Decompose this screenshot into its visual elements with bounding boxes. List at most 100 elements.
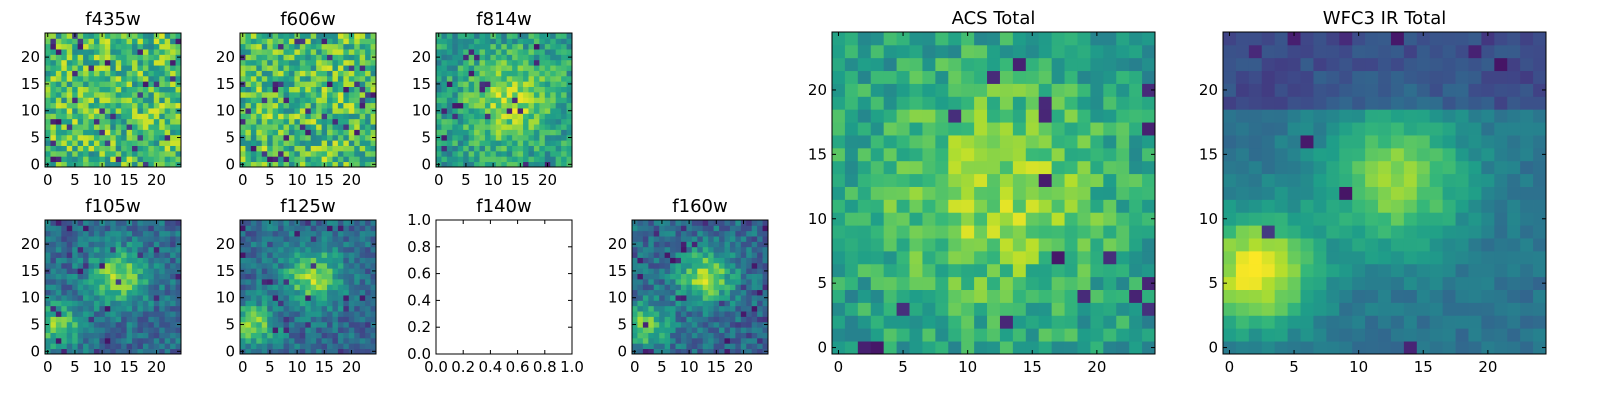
heatmap-cell — [66, 321, 73, 328]
heatmap-cell — [528, 134, 535, 141]
heatmap-cell — [729, 311, 736, 317]
heatmap-cell — [261, 43, 268, 50]
heatmap-cell — [250, 108, 257, 114]
heatmap-cell — [327, 145, 333, 152]
heatmap-cell — [310, 102, 317, 109]
heatmap-cell — [1077, 83, 1091, 97]
heatmap-cell — [479, 91, 486, 98]
heatmap-cell — [729, 284, 736, 291]
heatmap-cell — [153, 230, 160, 237]
heatmap-cell — [708, 295, 714, 301]
heatmap-cell — [436, 43, 442, 50]
heatmap-cell — [484, 102, 491, 109]
heatmap-cell — [321, 97, 328, 104]
heatmap-cell — [550, 150, 557, 157]
heatmap-cell — [137, 311, 144, 317]
heatmap-cell — [267, 43, 274, 50]
heatmap-cell — [528, 156, 535, 163]
heatmap-cell — [153, 124, 160, 130]
heatmap-cell — [332, 43, 339, 50]
heatmap-cell — [468, 124, 475, 130]
heatmap-cell — [316, 145, 322, 152]
heatmap-cell — [321, 86, 328, 93]
heatmap-cell — [142, 268, 149, 274]
heatmap-cell — [1261, 250, 1276, 265]
heatmap-cell — [844, 186, 859, 200]
heatmap-cell — [719, 348, 725, 355]
heatmap-cell — [245, 113, 252, 120]
heatmap-cell — [321, 134, 328, 141]
heatmap-cell — [153, 289, 160, 296]
heatmap-cell — [1012, 96, 1027, 110]
heatmap-cell — [1116, 173, 1130, 187]
heatmap-cell — [555, 145, 562, 152]
heatmap-cell — [170, 108, 176, 114]
heatmap-cell — [474, 150, 480, 157]
heatmap-cell — [632, 343, 638, 350]
heatmap-cell — [1429, 276, 1444, 290]
heatmap-cell — [490, 129, 497, 136]
heatmap-cell — [278, 246, 284, 253]
heatmap-cell — [746, 262, 753, 269]
heatmap-cell — [93, 289, 100, 296]
heatmap-cell — [1223, 173, 1237, 187]
heatmap-cell — [642, 332, 649, 339]
heatmap-cell — [256, 343, 263, 350]
heatmap-cell — [316, 124, 322, 130]
heatmap-cell — [132, 91, 138, 98]
heatmap-cell — [528, 108, 535, 114]
heatmap-cell — [327, 348, 333, 355]
heatmap-cell — [468, 129, 475, 136]
heatmap-cell — [348, 140, 355, 146]
heatmap-cell — [680, 284, 687, 291]
heatmap-cell — [675, 225, 682, 232]
heatmap-cell — [896, 263, 910, 278]
heatmap-cell — [1129, 225, 1143, 239]
heatmap-cell — [93, 252, 100, 258]
heatmap-cell — [55, 140, 62, 146]
heatmap-cell — [365, 327, 371, 333]
heatmap-cell — [1481, 302, 1495, 316]
x-tick-label: 10 — [288, 171, 307, 189]
heatmap-cell — [327, 81, 333, 87]
heatmap-cell — [883, 328, 897, 342]
heatmap-cell — [539, 59, 546, 66]
heatmap-cell — [702, 327, 709, 333]
heatmap-cell — [501, 156, 508, 163]
heatmap-cell — [566, 49, 573, 55]
heatmap-cell — [240, 38, 246, 45]
heatmap-cell — [61, 70, 68, 77]
heatmap-cell — [278, 295, 284, 301]
heatmap-cell — [159, 145, 166, 152]
heatmap-cell — [1064, 199, 1078, 213]
heatmap-cell — [1494, 173, 1508, 187]
heatmap-cell — [175, 75, 182, 82]
y-tick-label: 10 — [808, 210, 827, 228]
heatmap-cell — [175, 257, 182, 264]
heatmap-cell — [735, 305, 742, 312]
heatmap-cell — [250, 343, 257, 350]
heatmap-cell — [104, 129, 111, 136]
heatmap-cell — [1507, 341, 1521, 355]
heatmap-cell — [857, 70, 872, 84]
heatmap-cell — [896, 315, 910, 329]
heatmap-cell — [110, 273, 117, 280]
heatmap-cell — [680, 316, 687, 323]
heatmap-cell — [159, 246, 166, 253]
heatmap-cell — [72, 86, 79, 93]
heatmap-cell — [72, 262, 79, 269]
heatmap-cell — [354, 161, 361, 168]
heatmap-cell — [1064, 263, 1078, 278]
heatmap-cell — [83, 38, 89, 45]
heatmap-cell — [121, 220, 127, 226]
heatmap-cell — [555, 91, 562, 98]
heatmap-cell — [327, 134, 333, 141]
heatmap-cell — [337, 321, 344, 328]
heatmap-cell — [1520, 238, 1534, 252]
heatmap-cell — [348, 150, 355, 157]
heatmap-cell — [288, 108, 295, 114]
heatmap-cell — [1403, 341, 1418, 355]
heatmap-cell — [1468, 276, 1482, 290]
heatmap-cell — [55, 113, 62, 120]
heatmap-cell — [539, 124, 546, 130]
